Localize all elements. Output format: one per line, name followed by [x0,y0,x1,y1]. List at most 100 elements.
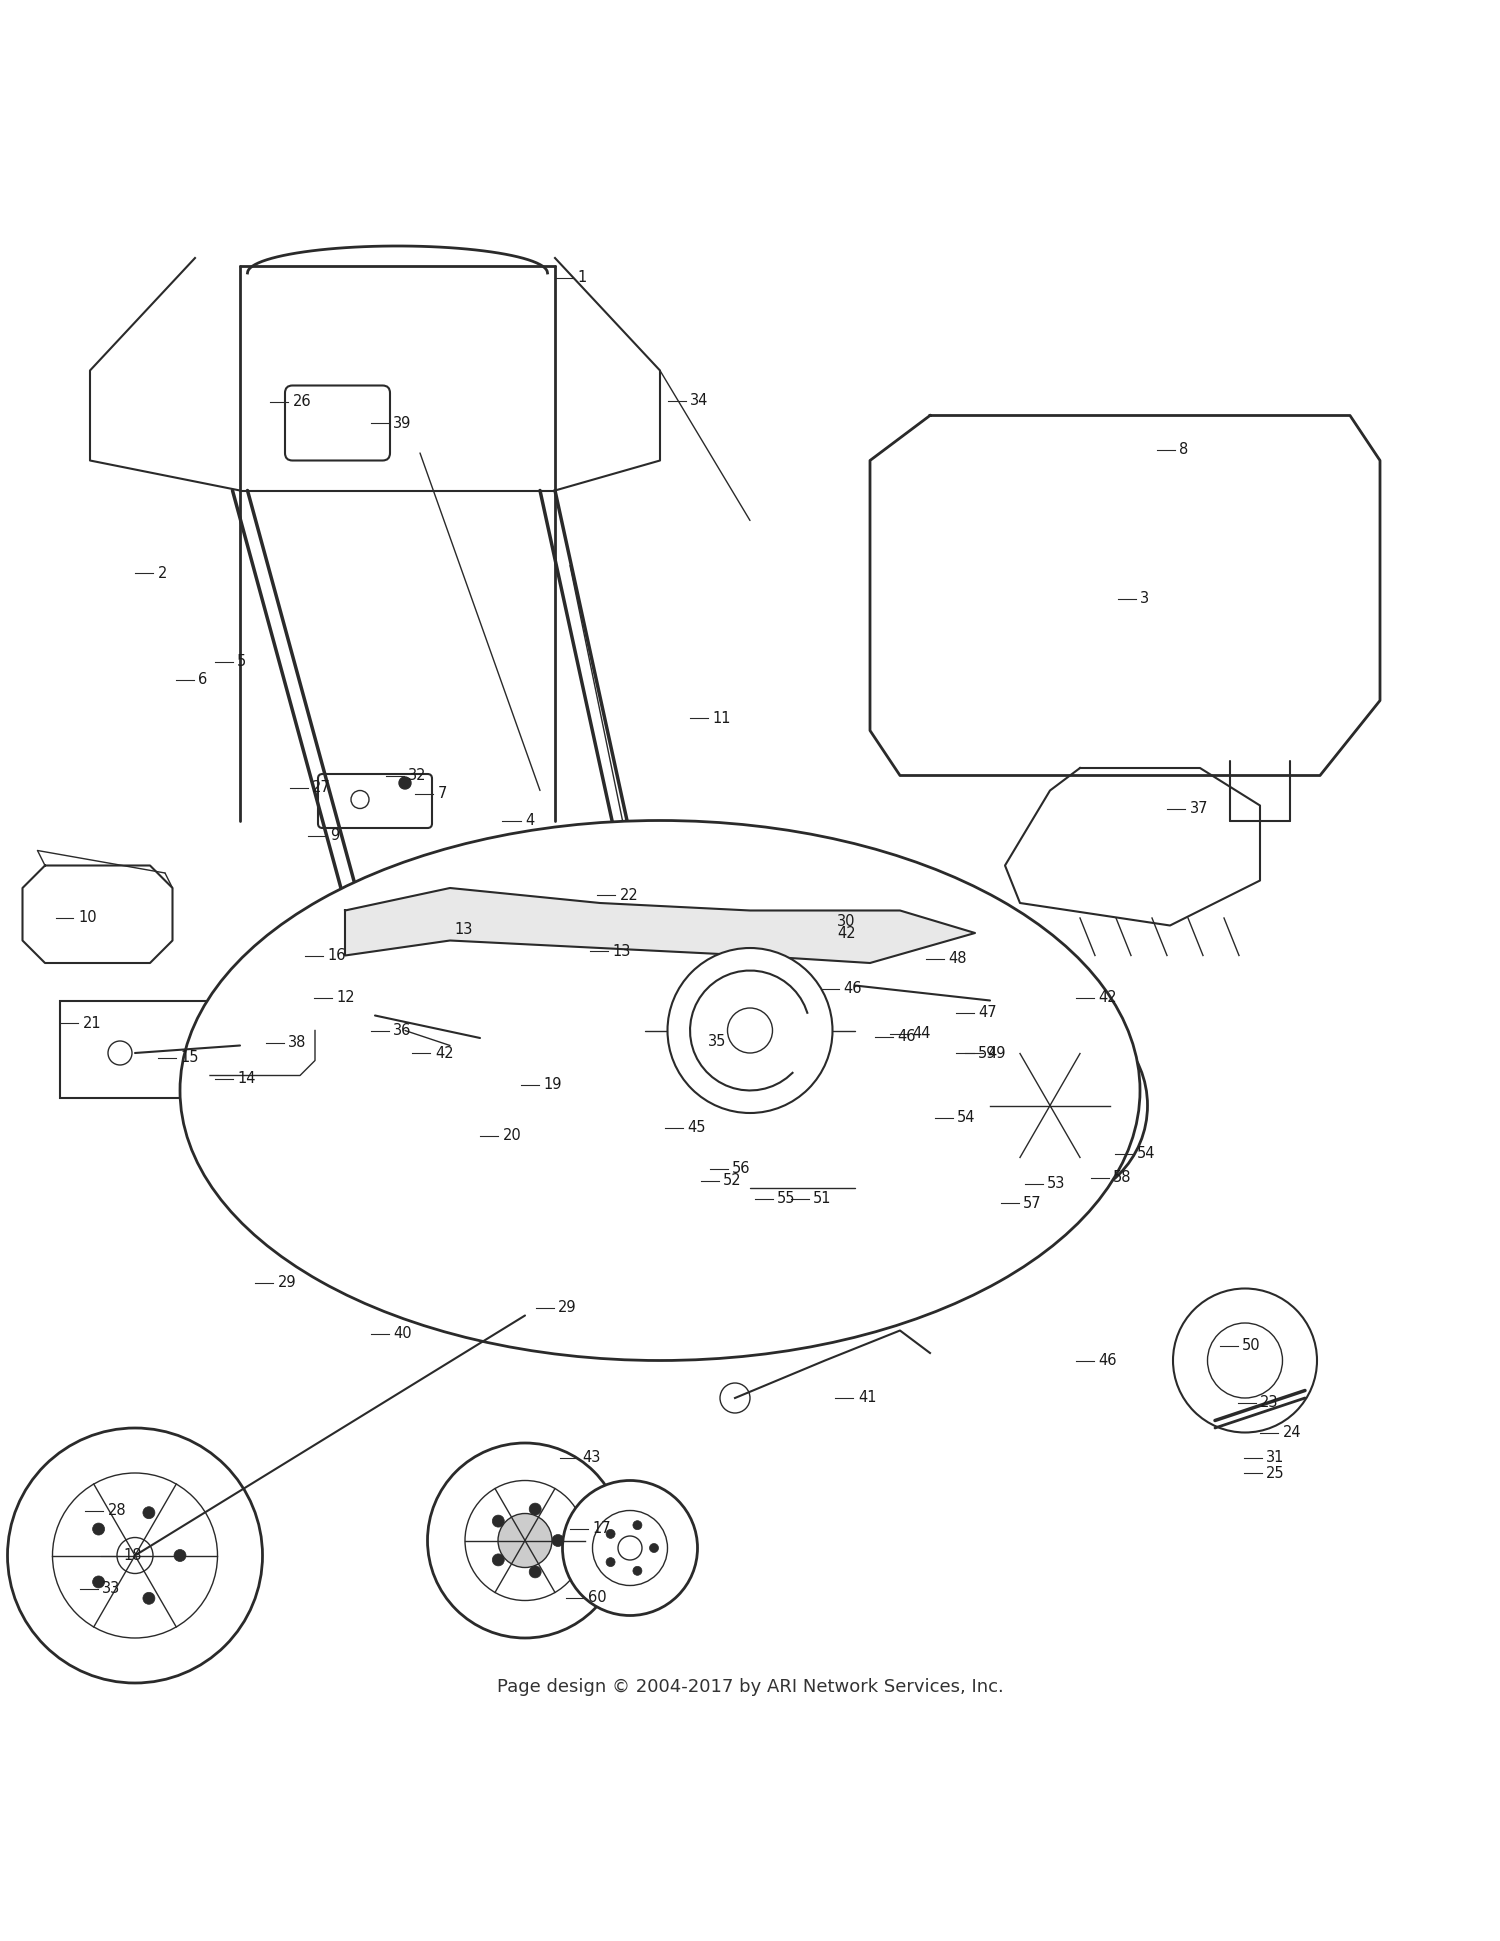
Circle shape [930,941,960,970]
Circle shape [117,1537,153,1574]
Text: 42: 42 [837,926,855,941]
Text: 23: 23 [1260,1396,1278,1409]
Circle shape [606,1530,615,1539]
Circle shape [1054,1068,1066,1079]
Text: 37: 37 [1190,802,1208,815]
Text: 45: 45 [687,1120,705,1135]
Text: 46: 46 [897,1029,915,1044]
Text: 34: 34 [690,392,708,408]
Circle shape [93,1524,105,1535]
Text: 32: 32 [408,769,426,782]
Text: ARI: ARI [534,922,726,1019]
Circle shape [850,976,874,1000]
Text: 40: 40 [393,1326,411,1341]
Circle shape [618,1535,642,1561]
Circle shape [1173,1289,1317,1432]
Text: 30: 30 [837,914,855,928]
Text: 28: 28 [108,1502,126,1518]
Text: 54: 54 [957,1110,975,1126]
Text: 29: 29 [558,1300,576,1316]
Text: 3: 3 [1140,590,1149,606]
FancyBboxPatch shape [318,774,432,829]
Circle shape [530,1566,542,1578]
FancyBboxPatch shape [285,386,390,460]
Circle shape [970,992,994,1015]
Circle shape [465,1481,585,1601]
Circle shape [530,1502,542,1516]
Text: 24: 24 [1282,1425,1300,1440]
Circle shape [879,953,915,988]
Text: 7: 7 [438,786,447,802]
Text: 19: 19 [543,1077,561,1093]
Circle shape [802,1172,832,1203]
Circle shape [492,1297,528,1333]
Circle shape [8,1429,262,1683]
Circle shape [552,1535,564,1547]
Text: 46: 46 [1098,1353,1116,1368]
Circle shape [370,1007,394,1031]
Text: Page design © 2004-2017 by ARI Network Services, Inc.: Page design © 2004-2017 by ARI Network S… [496,1679,1004,1696]
Circle shape [510,1526,540,1555]
Text: 50: 50 [1242,1337,1260,1353]
Circle shape [492,1555,504,1566]
Text: 42: 42 [435,1046,453,1060]
Text: 48: 48 [948,951,966,967]
Text: 59: 59 [978,1046,996,1060]
Text: 29: 29 [278,1275,296,1291]
Circle shape [668,947,832,1112]
Circle shape [750,1159,810,1219]
Circle shape [53,1473,217,1638]
Circle shape [592,1510,668,1586]
Text: 55: 55 [777,1192,795,1205]
Circle shape [562,1481,698,1615]
Text: 22: 22 [620,887,639,903]
Text: 51: 51 [813,1192,831,1205]
Circle shape [351,790,369,809]
Text: 53: 53 [1047,1176,1065,1192]
Text: 13: 13 [454,922,472,938]
Circle shape [650,1543,658,1553]
Text: 39: 39 [393,415,411,431]
Text: 47: 47 [978,1005,996,1021]
Ellipse shape [180,821,1140,1361]
Text: 60: 60 [588,1590,606,1605]
Text: 20: 20 [503,1128,522,1143]
Circle shape [633,1520,642,1530]
Circle shape [720,1384,750,1413]
Text: 49: 49 [987,1046,1005,1060]
Text: 41: 41 [858,1390,876,1405]
Text: 1: 1 [578,270,586,285]
Circle shape [492,1516,504,1528]
Text: 25: 25 [1266,1465,1284,1481]
Text: 8: 8 [1179,443,1188,458]
Text: 16: 16 [327,947,345,963]
Text: 15: 15 [180,1050,198,1066]
Text: 21: 21 [82,1015,100,1031]
Circle shape [1017,1079,1029,1093]
Text: 17: 17 [592,1522,610,1535]
Text: 26: 26 [292,394,310,410]
Circle shape [1035,1091,1065,1120]
Circle shape [465,1027,489,1050]
Text: 54: 54 [1137,1145,1155,1161]
Circle shape [606,1557,615,1566]
Text: 33: 33 [102,1582,120,1596]
Text: 31: 31 [1266,1450,1284,1465]
Circle shape [93,1576,105,1588]
Text: 57: 57 [1023,1196,1041,1211]
Text: 52: 52 [723,1172,741,1188]
Text: 11: 11 [712,710,730,726]
Text: 44: 44 [912,1027,930,1040]
Circle shape [142,1506,154,1518]
Circle shape [1017,1118,1029,1132]
Circle shape [1077,1099,1089,1112]
Text: 42: 42 [1098,990,1116,1005]
Circle shape [633,1566,642,1576]
Text: 56: 56 [732,1161,750,1176]
Circle shape [728,1007,772,1054]
Circle shape [1054,1132,1066,1143]
Bar [60,1000,360,1099]
Circle shape [498,1514,552,1568]
Text: 38: 38 [288,1035,306,1050]
Text: 6: 6 [198,672,207,687]
